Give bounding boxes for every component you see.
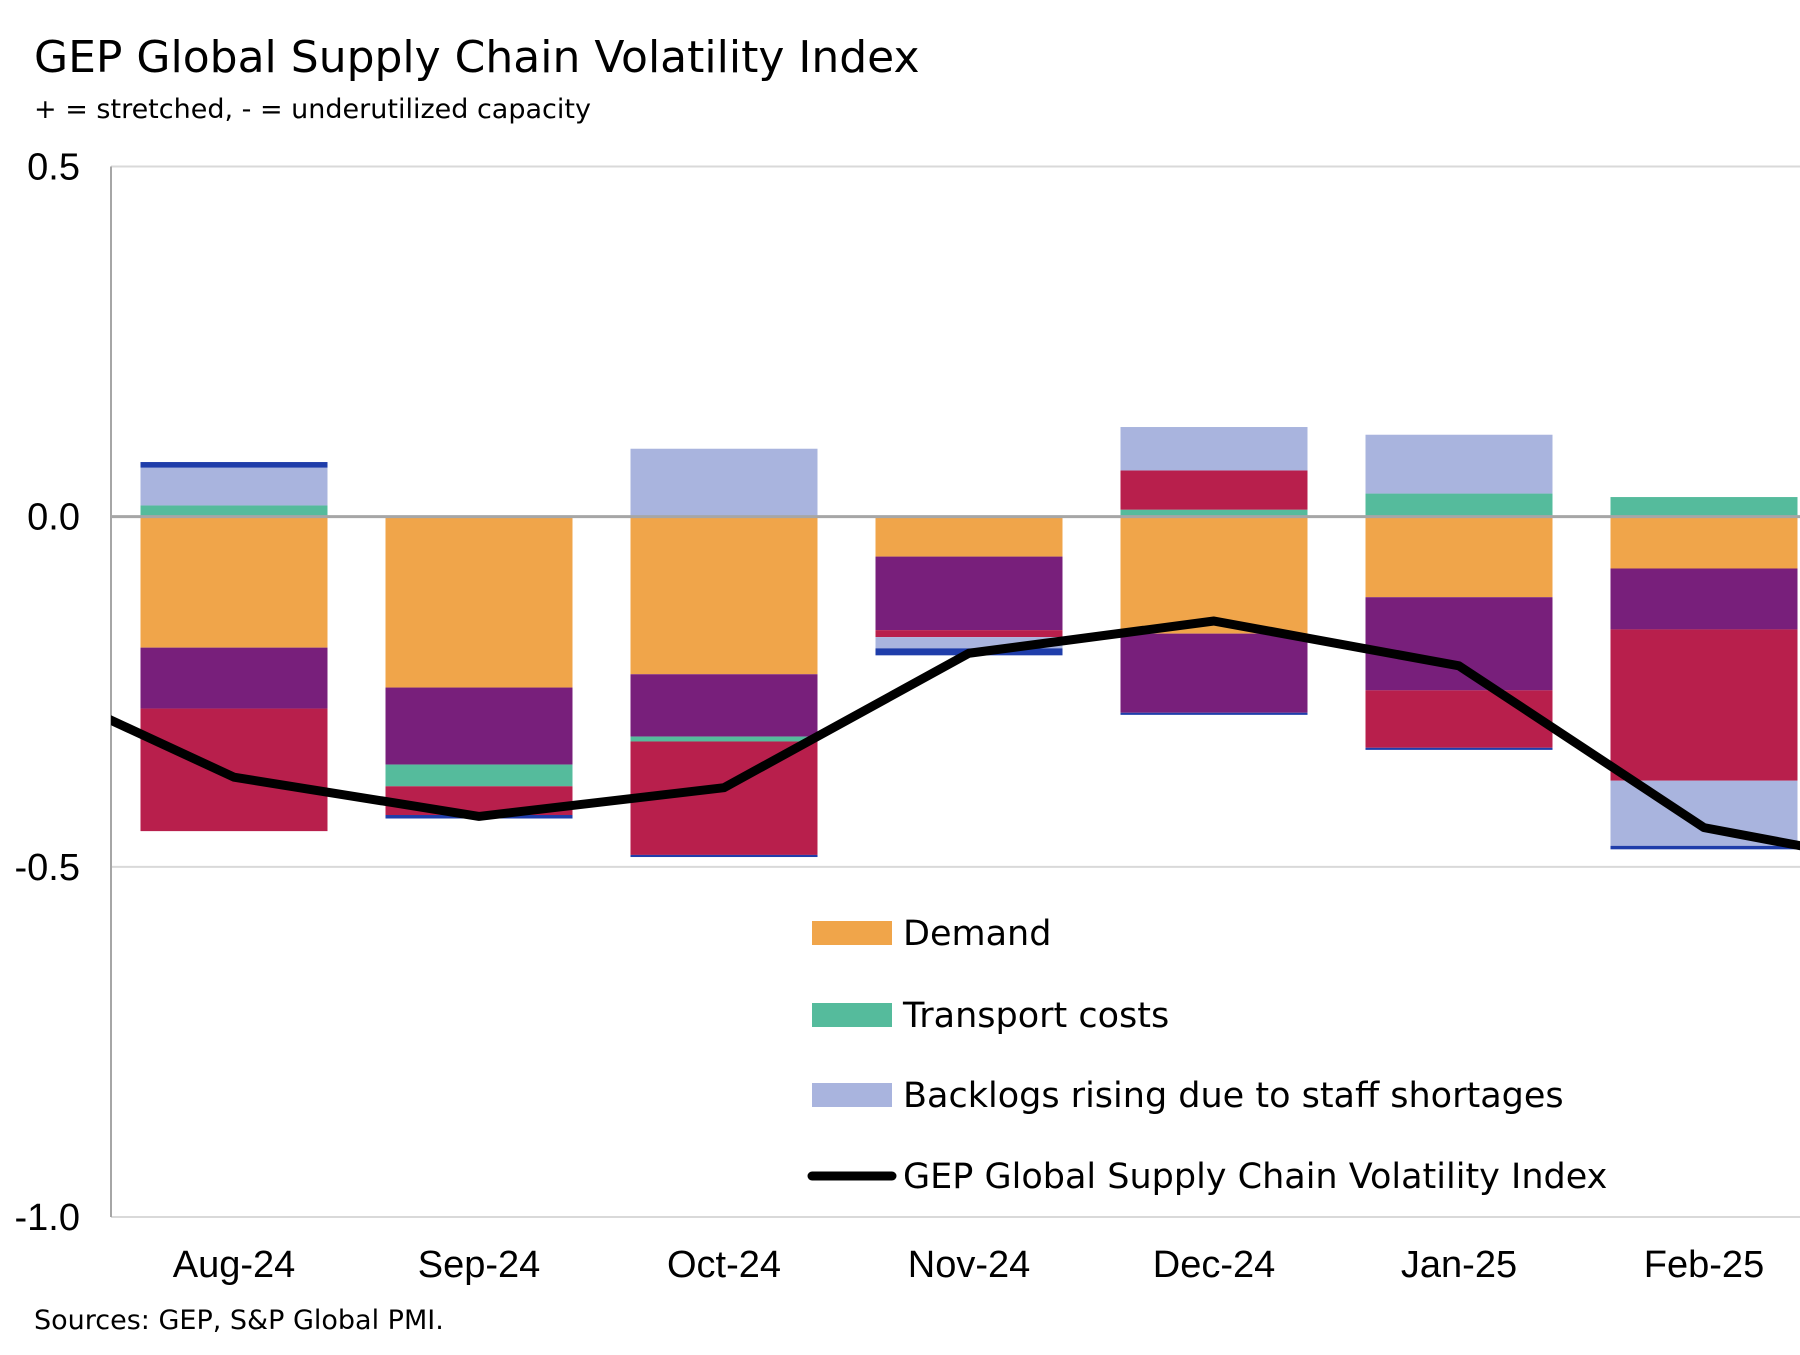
bar-segment xyxy=(1610,629,1798,781)
bar-segment xyxy=(140,462,328,468)
bar-segment xyxy=(385,764,573,787)
bar-segment xyxy=(630,674,818,737)
legend-label: GEP Global Supply Chain Volatility Index xyxy=(903,1157,1607,1197)
index-line xyxy=(111,616,1800,851)
x-tick-label: Oct-24 xyxy=(667,1244,781,1286)
y-tick-label: -1.0 xyxy=(15,1197,80,1239)
bar-segment xyxy=(140,647,328,709)
bar-segment xyxy=(630,736,818,742)
y-axis-ticks: 0.5 0.0 -0.5 -1.0 xyxy=(15,147,80,1240)
bar-segment xyxy=(1120,509,1308,517)
bar-segment xyxy=(1365,434,1553,494)
bar-segment xyxy=(1120,712,1308,715)
y-tick-label: 0.0 xyxy=(27,497,80,539)
legend-swatch xyxy=(812,921,892,945)
gridlines xyxy=(110,165,1800,1218)
bar-segment xyxy=(1365,690,1553,748)
bar-segment xyxy=(1610,845,1798,850)
legend-label: Demand xyxy=(903,914,1051,954)
bar-segment xyxy=(1365,747,1553,750)
bar-segment xyxy=(1120,427,1308,471)
bar-segment xyxy=(630,516,818,675)
bar-segment xyxy=(1610,568,1798,630)
bar-segment xyxy=(140,505,328,517)
bar-segment xyxy=(140,467,328,506)
bars xyxy=(140,427,1798,858)
y-tick-label: 0.5 xyxy=(27,147,80,189)
bar-segment xyxy=(1365,493,1553,517)
bar-segment xyxy=(630,854,818,858)
bar-segment xyxy=(875,630,1063,638)
y-tick-label: -0.5 xyxy=(15,847,80,889)
x-tick-label: Dec-24 xyxy=(1153,1244,1276,1286)
legend: Demand Transport costs Backlogs rising due… xyxy=(807,914,1607,1197)
x-tick-label: Sep-24 xyxy=(418,1244,541,1286)
bar-segment xyxy=(1610,497,1798,517)
bar-segment xyxy=(385,516,573,688)
index-line-path xyxy=(111,616,1800,851)
bar-segment xyxy=(140,708,328,832)
bar-segment xyxy=(875,556,1063,631)
bar-segment xyxy=(1120,470,1308,510)
bar-segment xyxy=(1120,633,1308,713)
x-tick-label: Nov-24 xyxy=(908,1244,1031,1286)
bar-segment xyxy=(630,448,818,517)
bar-segment xyxy=(875,516,1063,557)
legend-label: Transport costs xyxy=(902,996,1169,1036)
bar-segment xyxy=(385,687,573,765)
bar-segment xyxy=(140,516,328,648)
bar-segment xyxy=(1365,597,1553,691)
bar-segment xyxy=(1120,516,1308,634)
x-tick-label: Aug-24 xyxy=(173,1244,296,1286)
legend-swatch xyxy=(812,1083,892,1107)
x-axis-ticks: Aug-24 Sep-24 Oct-24 Nov-24 Dec-24 Jan-25 Feb-… xyxy=(173,1244,1764,1286)
x-tick-label: Jan-25 xyxy=(1401,1244,1517,1286)
chart-title: GEP Global Supply Chain Volatility Index xyxy=(34,32,919,83)
legend-swatch xyxy=(812,1003,892,1027)
legend-label: Backlogs rising due to staff shortages xyxy=(903,1076,1564,1116)
bar-segment xyxy=(1365,516,1553,598)
bar-segment xyxy=(875,637,1063,649)
x-tick-label: Feb-25 xyxy=(1644,1244,1764,1286)
bar-segment xyxy=(1610,516,1798,569)
chart-subtitle: + = stretched, - = underutilized capacit… xyxy=(34,94,591,125)
source-note: Sources: GEP, S&P Global PMI. xyxy=(34,1305,444,1336)
